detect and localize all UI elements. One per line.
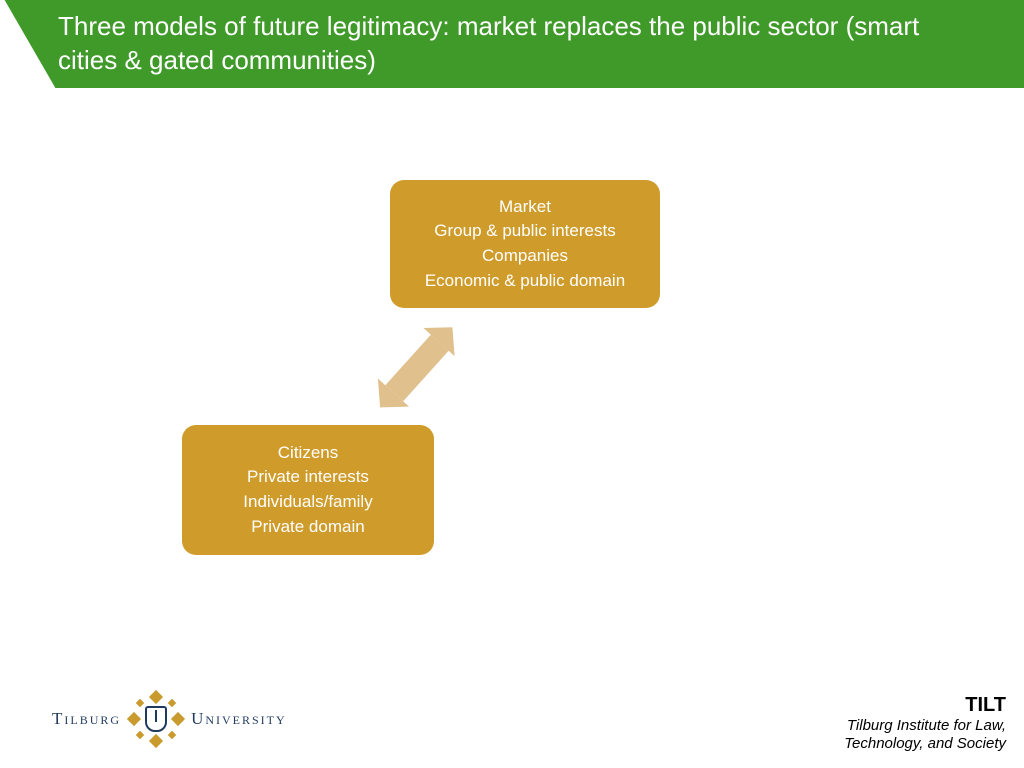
logo-word-right: University: [191, 709, 287, 729]
slide-header: Three models of future legitimacy: marke…: [0, 0, 1024, 88]
header-notch: [0, 0, 55, 88]
logo-emblem: [131, 694, 181, 744]
node-line: Individuals/family: [243, 490, 372, 515]
tilt-attribution: TILT Tilburg Institute for Law, Technolo…: [844, 694, 1006, 755]
tilt-full-line1: Tilburg Institute for Law,: [844, 717, 1006, 736]
node-line: Companies: [482, 244, 568, 269]
diagram-area: MarketGroup & public interestsCompaniesE…: [0, 88, 1024, 768]
diagram-node-market: MarketGroup & public interestsCompaniesE…: [390, 180, 660, 308]
node-line: Market: [499, 195, 551, 220]
slide-footer: Tilburg University TILT Tilburg Institut…: [0, 678, 1024, 768]
tilt-acronym: TILT: [844, 694, 1006, 717]
slide-title: Three models of future legitimacy: marke…: [58, 10, 958, 78]
node-line: Economic & public domain: [425, 269, 625, 294]
logo-word-left: Tilburg: [52, 709, 121, 729]
node-line: Group & public interests: [434, 219, 615, 244]
tilt-full-line2: Technology, and Society: [844, 735, 1006, 754]
node-line: Private domain: [251, 515, 364, 540]
node-line: Citizens: [278, 441, 338, 466]
diagram-node-citizens: CitizensPrivate interestsIndividuals/fam…: [182, 425, 434, 555]
university-logo: Tilburg University: [52, 694, 287, 744]
node-line: Private interests: [247, 465, 369, 490]
